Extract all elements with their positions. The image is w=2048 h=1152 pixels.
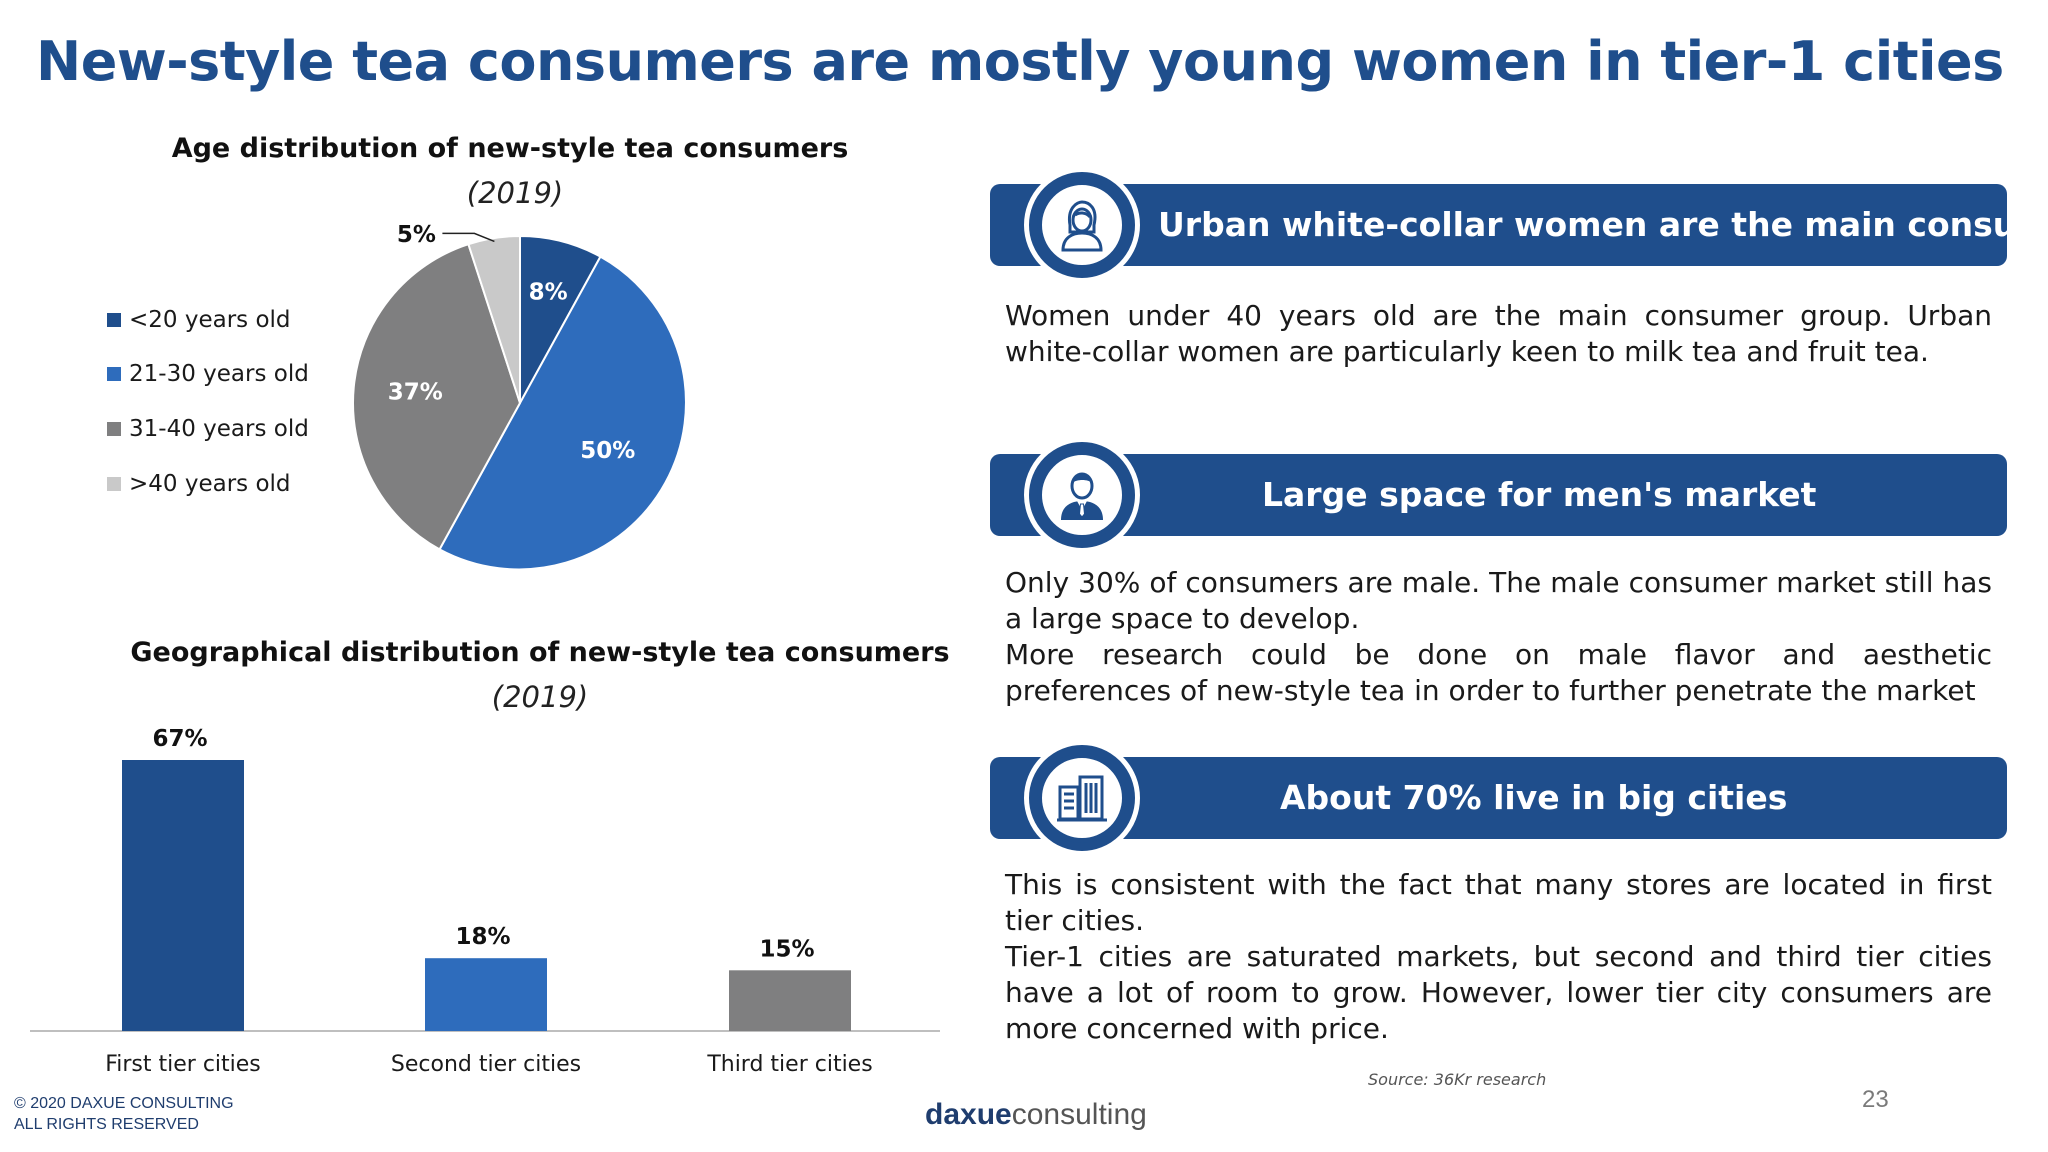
section-paragraph: Women under 40 years old are the main co… <box>1005 299 1992 368</box>
woman-icon-badge <box>1024 167 1140 283</box>
section-body: This is consistent with the fact that ma… <box>1005 867 1992 1047</box>
age-pie-chart: 8% 50% 37% 5% <box>352 222 687 571</box>
man-icon-badge <box>1024 437 1140 553</box>
section-body: Women under 40 years old are the main co… <box>1005 298 1992 370</box>
section-paragraph: Tier-1 cities are saturated markets, but… <box>1005 940 1992 1045</box>
section-paragraph: Only 30% of consumers are male. The male… <box>1005 566 1992 635</box>
legend-label: 21-30 years old <box>129 361 309 387</box>
daxue-logo: daxue consulting <box>925 1082 1147 1132</box>
legend-item: 21-30 years old <box>107 359 309 389</box>
bar-chart-title: Geographical distribution of new-style t… <box>130 637 950 668</box>
section-paragraph: This is consistent with the fact that ma… <box>1005 868 1992 937</box>
legend-item: <20 years old <box>107 305 291 335</box>
section-heading: Urban white-collar women are the main co… <box>1158 205 2048 244</box>
copyright-line: ALL RIGHTS RESERVED <box>14 1116 199 1133</box>
bar-data-label: 67% <box>152 726 207 752</box>
page-number: 23 <box>1862 1086 1889 1113</box>
copyright-line: © 2020 DAXUE CONSULTING <box>14 1095 234 1112</box>
legend-item: 31-40 years old <box>107 414 309 444</box>
logo-text-primary: daxue <box>925 1098 1012 1131</box>
slide-title: New-style tea consumers are mostly young… <box>36 30 2004 93</box>
legend-label: <20 years old <box>129 307 291 333</box>
pie-data-label: 37% <box>388 380 443 406</box>
pie-data-label: 5% <box>397 222 436 248</box>
man-icon <box>1061 472 1103 520</box>
city-buildings-icon-badge <box>1024 740 1140 856</box>
bar <box>425 958 547 1031</box>
legend-swatch <box>107 367 121 381</box>
section-paragraph: More research could be done on male flav… <box>1005 638 1992 707</box>
copyright: © 2020 DAXUE CONSULTING ALL RIGHTS RESER… <box>14 1093 234 1135</box>
section-heading: About 70% live in big cities <box>1280 778 1788 817</box>
section-banner: About 70% live in big cities <box>990 757 2007 839</box>
pie-chart-subtitle: (2019) <box>466 176 564 210</box>
bar <box>729 970 851 1031</box>
geo-bar-chart: 67% First tier cities 18% Second tier citie… <box>30 726 940 1077</box>
pie-slice <box>352 242 522 551</box>
legend-label: 31-40 years old <box>129 416 309 442</box>
pie-slice <box>467 234 521 404</box>
logo-text-secondary: consulting <box>1011 1098 1147 1131</box>
bar-data-label: 18% <box>455 924 510 950</box>
woman-icon <box>1061 200 1103 252</box>
x-tick-label: Third tier cities <box>706 1052 872 1077</box>
pie-chart-title: Age distribution of new-style tea consum… <box>171 133 849 164</box>
x-tick-label: First tier cities <box>105 1052 261 1077</box>
x-tick-label: Second tier cities <box>391 1052 581 1077</box>
pie-slice <box>438 255 687 571</box>
legend-label: >40 years old <box>129 471 291 497</box>
section-banner: Large space for men's market <box>990 454 2007 536</box>
pie-data-label: 8% <box>529 280 568 306</box>
pie-leader-line <box>442 232 495 243</box>
section-body: Only 30% of consumers are male. The male… <box>1005 565 1992 709</box>
bar-chart-subtitle: (2019) <box>491 680 589 714</box>
city-buildings-icon <box>1057 775 1107 822</box>
legend-swatch <box>107 422 121 436</box>
legend-swatch <box>107 313 121 327</box>
legend-swatch <box>107 477 121 491</box>
bar <box>122 760 244 1031</box>
bar-data-label: 15% <box>759 936 814 962</box>
source-note: Source: 36Kr research <box>1368 1070 1547 1089</box>
section-heading: Large space for men's market <box>1262 475 1817 514</box>
section-banner: Urban white-collar women are the main co… <box>990 184 2048 266</box>
pie-data-label: 50% <box>580 438 635 464</box>
legend-item: >40 years old <box>107 469 291 499</box>
